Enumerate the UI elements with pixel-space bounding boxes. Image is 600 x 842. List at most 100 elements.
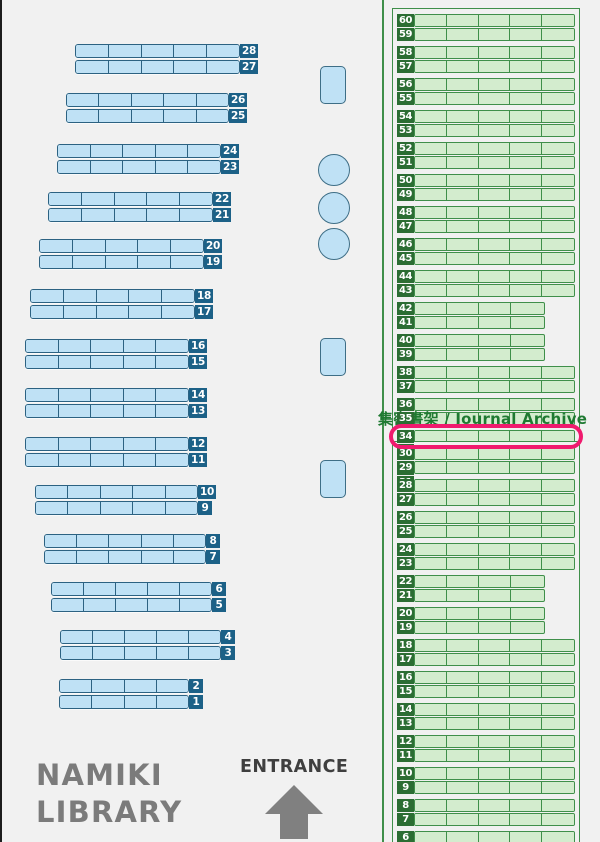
archive-shelf-26[interactable]: 26 bbox=[397, 511, 575, 524]
archive-shelf-23[interactable]: 23 bbox=[397, 557, 575, 570]
archive-shelf-28[interactable]: 28 bbox=[397, 479, 575, 492]
archive-shelf-45[interactable]: 45 bbox=[397, 252, 575, 265]
archive-shelf-11[interactable]: 11 bbox=[397, 749, 575, 762]
shelf-1[interactable]: 1 bbox=[59, 695, 203, 709]
round-table-1[interactable] bbox=[318, 154, 350, 186]
shelf-number-badge-17: 17 bbox=[195, 305, 214, 319]
archive-shelf-51[interactable]: 51 bbox=[397, 156, 575, 169]
archive-number-badge-44: 44 bbox=[397, 270, 414, 283]
shelf-11[interactable]: 11 bbox=[25, 453, 208, 467]
shelf-cell bbox=[49, 209, 82, 221]
study-table-middle[interactable] bbox=[320, 338, 346, 376]
archive-shelf-27[interactable]: 27 bbox=[397, 493, 575, 506]
archive-shelf-24[interactable]: 24 bbox=[397, 543, 575, 556]
shelf-24[interactable]: 24 bbox=[57, 144, 240, 158]
archive-shelf-13[interactable]: 13 bbox=[397, 717, 575, 730]
archive-shelf-16[interactable]: 16 bbox=[397, 671, 575, 684]
archive-number-badge-37: 37 bbox=[397, 380, 414, 393]
shelf-17[interactable]: 17 bbox=[30, 305, 214, 319]
archive-shelf-58[interactable]: 58 bbox=[397, 46, 575, 59]
archive-shelf-7[interactable]: 7 bbox=[397, 813, 575, 826]
archive-shelf-10[interactable]: 10 bbox=[397, 767, 575, 780]
shelf-10[interactable]: 10 bbox=[35, 485, 217, 499]
shelf-20[interactable]: 20 bbox=[39, 239, 223, 253]
shelf-14[interactable]: 14 bbox=[25, 388, 208, 402]
archive-shelf-56[interactable]: 56 bbox=[397, 78, 575, 91]
shelf-9[interactable]: 9 bbox=[35, 501, 212, 515]
library-name-line1: NAMIKI bbox=[36, 758, 163, 792]
archive-shelf-48[interactable]: 48 bbox=[397, 206, 575, 219]
archive-shelf-15[interactable]: 15 bbox=[397, 685, 575, 698]
archive-shelf-6[interactable]: 6 bbox=[397, 831, 575, 842]
archive-shelf-40[interactable]: 40 bbox=[397, 334, 575, 347]
archive-shelf-cell bbox=[478, 544, 511, 555]
archive-shelf-22[interactable]: 22 bbox=[397, 575, 575, 588]
archive-shelf-12[interactable]: 12 bbox=[397, 735, 575, 748]
archive-number-badge-42: 42 bbox=[397, 302, 414, 315]
shelf-4[interactable]: 4 bbox=[60, 630, 235, 644]
archive-shelf-cell bbox=[415, 175, 447, 186]
archive-shelf-9[interactable]: 9 bbox=[397, 781, 575, 794]
shelf-19[interactable]: 19 bbox=[39, 255, 223, 269]
archive-shelf-30[interactable]: 30 bbox=[397, 447, 575, 460]
shelf-26[interactable]: 26 bbox=[66, 93, 248, 107]
archive-shelf-14[interactable]: 14 bbox=[397, 703, 575, 716]
entrance-label: ENTRANCE bbox=[240, 757, 349, 777]
archive-shelf-34[interactable]: 34 bbox=[397, 430, 575, 443]
shelf-22[interactable]: 22 bbox=[48, 192, 232, 206]
archive-shelf-54[interactable]: 54 bbox=[397, 110, 575, 123]
archive-shelf-17[interactable]: 17 bbox=[397, 653, 575, 666]
archive-shelf-39[interactable]: 39 bbox=[397, 348, 575, 361]
archive-shelf-25[interactable]: 25 bbox=[397, 525, 575, 538]
archive-shelf-53[interactable]: 53 bbox=[397, 124, 575, 137]
archive-shelf-49[interactable]: 49 bbox=[397, 188, 575, 201]
archive-shelf-60[interactable]: 60 bbox=[397, 14, 575, 27]
archive-shelf-20[interactable]: 20 bbox=[397, 607, 575, 620]
shelf-25[interactable]: 25 bbox=[66, 109, 248, 123]
round-table-3[interactable] bbox=[318, 228, 350, 260]
shelf-cell bbox=[81, 193, 115, 205]
archive-shelf-38[interactable]: 38 bbox=[397, 366, 575, 379]
shelf-15[interactable]: 15 bbox=[25, 355, 208, 369]
archive-shelf-8[interactable]: 8 bbox=[397, 799, 575, 812]
shelf-3[interactable]: 3 bbox=[60, 646, 235, 660]
shelf-18[interactable]: 18 bbox=[30, 289, 214, 303]
archive-shelf-59[interactable]: 59 bbox=[397, 28, 575, 41]
archive-shelf-cell bbox=[415, 750, 447, 761]
archive-shelf-cell bbox=[510, 125, 543, 136]
shelf-21[interactable]: 21 bbox=[48, 208, 232, 222]
archive-shelf-44[interactable]: 44 bbox=[397, 270, 575, 283]
archive-shelf-47[interactable]: 47 bbox=[397, 220, 575, 233]
archive-shelf-46[interactable]: 46 bbox=[397, 238, 575, 251]
archive-shelf-43[interactable]: 43 bbox=[397, 284, 575, 297]
archive-shelf-52[interactable]: 52 bbox=[397, 142, 575, 155]
archive-shelf-36[interactable]: 36 bbox=[397, 398, 575, 411]
shelf-16[interactable]: 16 bbox=[25, 339, 208, 353]
library-name: NAMIKI LIBRARY bbox=[36, 757, 182, 831]
archive-shelf-19[interactable]: 19 bbox=[397, 621, 575, 634]
shelf-pair: 10 9 bbox=[35, 485, 217, 517]
round-table-2[interactable] bbox=[318, 192, 350, 224]
study-table-upper[interactable] bbox=[320, 66, 346, 104]
shelf-23[interactable]: 23 bbox=[57, 160, 240, 174]
shelf-2[interactable]: 2 bbox=[59, 679, 203, 693]
archive-shelf-42[interactable]: 42 bbox=[397, 302, 575, 315]
shelf-13[interactable]: 13 bbox=[25, 404, 208, 418]
archive-shelf-41[interactable]: 41 bbox=[397, 316, 575, 329]
archive-shelf-50[interactable]: 50 bbox=[397, 174, 575, 187]
archive-shelf-57[interactable]: 57 bbox=[397, 60, 575, 73]
shelf-28[interactable]: 28 bbox=[75, 44, 259, 58]
shelf-8[interactable]: 8 bbox=[44, 534, 220, 548]
shelf-6[interactable]: 6 bbox=[51, 582, 226, 596]
study-table-lower[interactable] bbox=[320, 460, 346, 498]
archive-shelf-18[interactable]: 18 bbox=[397, 639, 575, 652]
archive-shelf-37[interactable]: 37 bbox=[397, 380, 575, 393]
shelf-27[interactable]: 27 bbox=[75, 60, 259, 74]
archive-shelf-29[interactable]: 29 bbox=[397, 461, 575, 474]
archive-shelf-55[interactable]: 55 bbox=[397, 92, 575, 105]
shelf-5[interactable]: 5 bbox=[51, 598, 226, 612]
shelf-7[interactable]: 7 bbox=[44, 550, 220, 564]
shelf-12[interactable]: 12 bbox=[25, 437, 208, 451]
archive-shelf-21[interactable]: 21 bbox=[397, 589, 575, 602]
shelf-body bbox=[66, 93, 229, 107]
